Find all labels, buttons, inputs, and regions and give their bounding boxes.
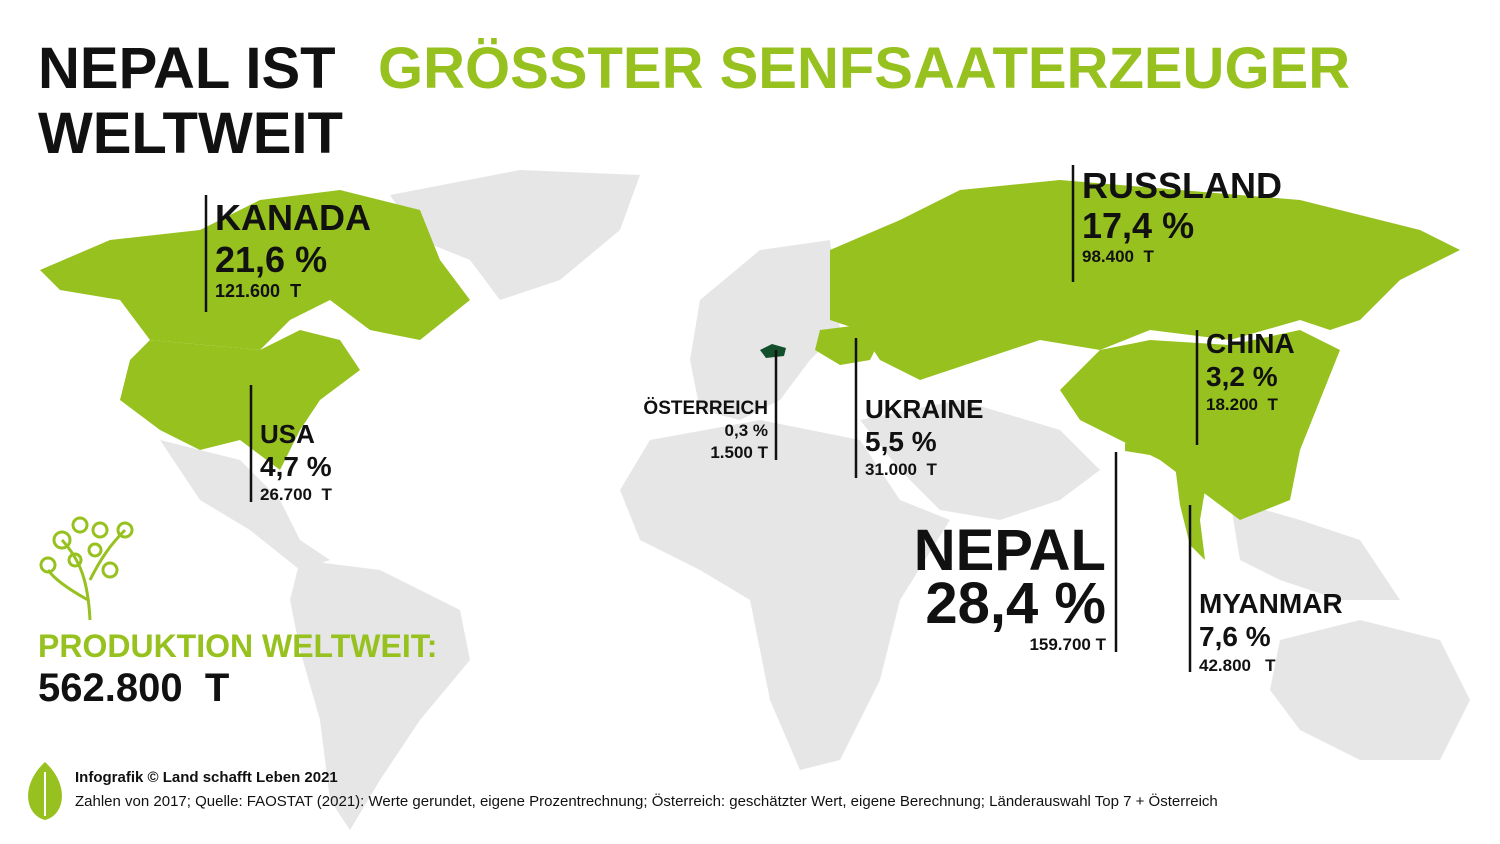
canada [40,190,470,350]
australia [1270,620,1470,760]
country-share: 28,4 % [925,571,1106,636]
russia [830,180,1460,380]
country-name: CHINA [1206,328,1295,359]
country-tonnage: 42.800 T [1199,656,1276,675]
south-america [290,560,470,830]
central-america [160,440,330,570]
europe [690,240,840,420]
production-total: 562.800 T [38,666,229,710]
country-share: 7,6 % [1199,621,1271,652]
china [1060,330,1340,520]
country-name: RUSSLAND [1082,165,1282,206]
production-label: PRODUKTION WELTWEIT: [38,628,437,664]
country-share: 0,3 % [725,421,768,440]
title-line2: WELTWEIT [38,101,343,166]
austria [760,344,786,358]
footer-source: Zahlen von 2017; Quelle: FAOSTAT (2021):… [75,792,1218,810]
country-tonnage: 31.000 T [865,460,937,479]
country-name: UKRAINE [865,394,983,424]
southeast-asia [1230,500,1400,600]
logo [28,762,62,820]
country-name: USA [260,419,315,449]
country-name: KANADA [215,197,371,238]
country-name: ÖSTERREICH [643,398,768,419]
plant-icon [39,516,134,621]
greenland [390,170,640,300]
title-black: NEPAL IST [38,36,336,101]
footer-credit: Infografik © Land schafft Leben 2021 [75,769,338,786]
country-tonnage: 26.700 T [260,485,332,504]
country-name: MYANMAR [1199,588,1343,619]
country-share: 5,5 % [865,426,937,457]
country-tonnage: 121.600 T [215,281,301,301]
country-tonnage: 98.400 T [1082,247,1154,266]
country-share: 3,2 % [1206,361,1278,392]
usa [120,330,360,470]
country-name: NEPAL [914,518,1106,583]
country-share: 4,7 % [260,451,332,482]
country-tonnage: 1.500 T [710,443,768,462]
ukraine [815,325,880,365]
title-green: GRÖSSTER SENFSAATERZEUGER [378,36,1350,101]
country-share: 17,4 % [1082,205,1194,246]
country-tonnage: 159.700 T [1029,635,1106,654]
world-map [40,170,1470,830]
country-tonnage: 18.200 T [1206,395,1278,414]
nepal [1125,443,1150,455]
africa [620,420,950,770]
country-share: 21,6 % [215,239,327,280]
middle-east [860,400,1100,520]
